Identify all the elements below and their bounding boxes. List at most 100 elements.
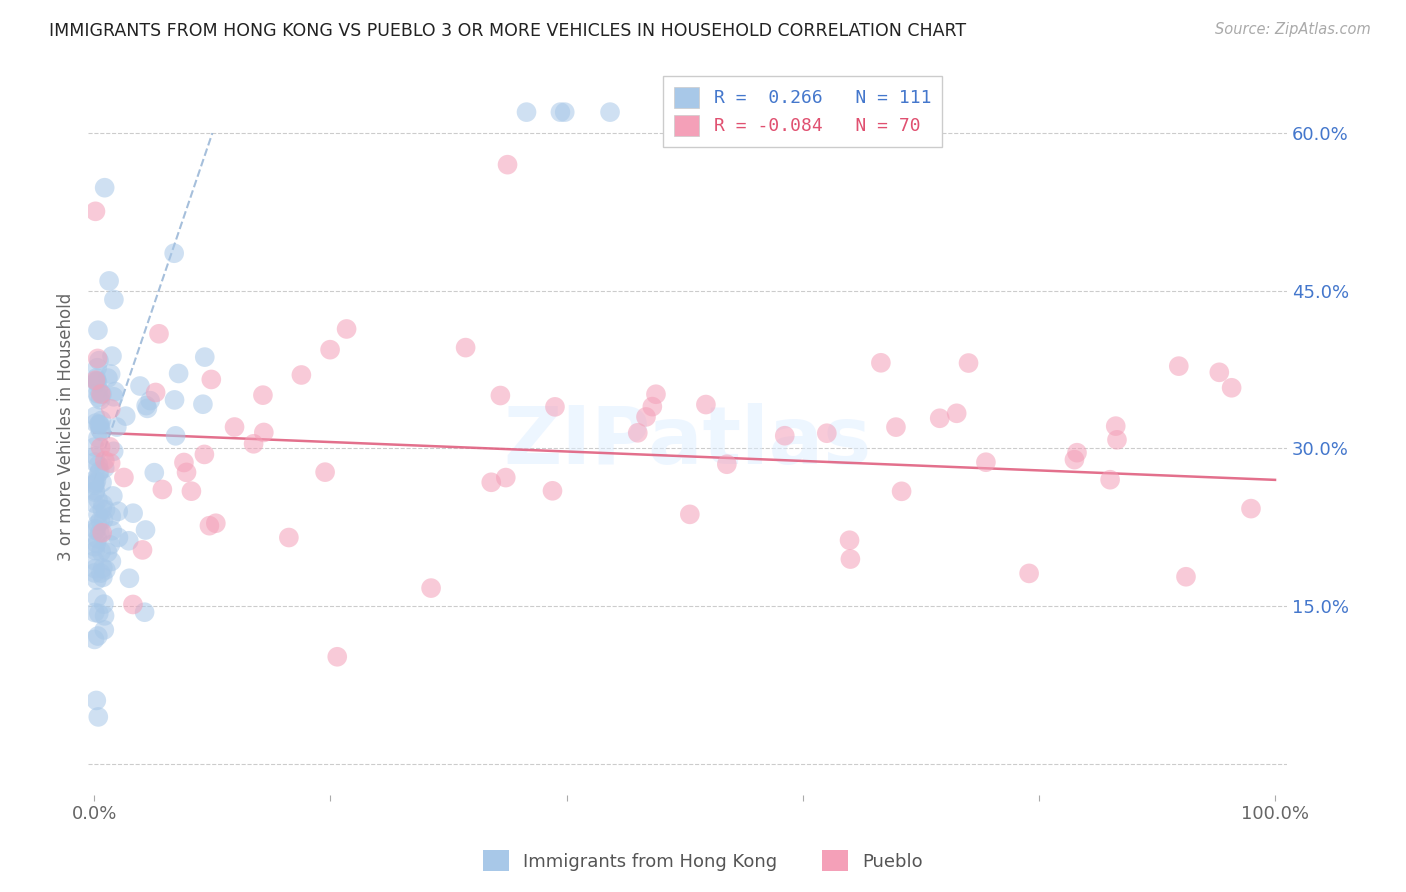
Point: [94, 563, 117, 577]
Point: [679, 508, 702, 522]
Point: [91, 497, 114, 511]
Point: [93, 597, 115, 611]
Point: [90, 441, 112, 455]
Point: [870, 356, 893, 370]
Point: [90, 544, 112, 558]
Point: [314, 465, 336, 479]
Point: [93, 461, 115, 475]
Point: [599, 105, 621, 120]
Point: [89, 417, 111, 432]
Point: [83, 632, 105, 647]
Point: [84, 449, 107, 463]
Point: [1175, 570, 1198, 584]
Point: [83, 473, 105, 487]
Point: [84, 485, 107, 500]
Point: [87, 629, 110, 643]
Point: [87, 431, 110, 445]
Point: [87, 383, 110, 397]
Point: [695, 398, 717, 412]
Point: [86, 376, 108, 390]
Point: [103, 390, 125, 404]
Point: [928, 411, 950, 425]
Point: [1220, 381, 1243, 395]
Point: [515, 105, 537, 120]
Point: [627, 425, 650, 440]
Point: [134, 523, 156, 537]
Point: [91, 570, 114, 584]
Point: [83, 606, 105, 620]
Point: [541, 483, 564, 498]
Point: [100, 401, 122, 416]
Text: ZIPatlas: ZIPatlas: [503, 403, 872, 481]
Point: [544, 400, 567, 414]
Point: [744, 105, 766, 120]
Point: [87, 458, 110, 472]
Text: Source: ZipAtlas.com: Source: ZipAtlas.com: [1215, 22, 1371, 37]
Point: [89, 423, 111, 437]
Point: [91, 387, 114, 401]
Point: [773, 428, 796, 442]
Point: [114, 409, 136, 423]
Point: [103, 293, 125, 307]
Point: [135, 399, 157, 413]
Point: [84, 562, 107, 576]
Point: [645, 387, 668, 401]
Point: [87, 607, 110, 621]
Point: [290, 368, 312, 382]
Point: [191, 397, 214, 411]
Point: [890, 484, 912, 499]
Point: [165, 429, 187, 443]
Point: [134, 605, 156, 619]
Point: [107, 531, 129, 545]
Point: [454, 341, 477, 355]
Point: [1240, 501, 1263, 516]
Point: [86, 386, 108, 401]
Point: [84, 204, 107, 219]
Point: [1063, 452, 1085, 467]
Point: [94, 502, 117, 516]
Point: [91, 502, 114, 516]
Point: [84, 373, 107, 387]
Point: [100, 367, 122, 381]
Point: [716, 457, 738, 471]
Point: [319, 343, 342, 357]
Point: [87, 323, 110, 337]
Point: [550, 105, 572, 120]
Point: [83, 440, 105, 454]
Point: [641, 400, 664, 414]
Point: [884, 420, 907, 434]
Point: [496, 158, 519, 172]
Text: IMMIGRANTS FROM HONG KONG VS PUEBLO 3 OR MORE VEHICLES IN HOUSEHOLD CORRELATION : IMMIGRANTS FROM HONG KONG VS PUEBLO 3 OR…: [49, 22, 966, 40]
Point: [86, 360, 108, 375]
Point: [173, 455, 195, 469]
Point: [554, 105, 576, 120]
Point: [100, 554, 122, 568]
Point: [957, 356, 980, 370]
Point: [98, 440, 121, 454]
Point: [1018, 566, 1040, 581]
Point: [974, 455, 997, 469]
Point: [87, 467, 110, 481]
Point: [104, 384, 127, 399]
Point: [143, 466, 166, 480]
Point: [87, 710, 110, 724]
Point: [83, 540, 105, 554]
Point: [150, 483, 173, 497]
Point: [87, 417, 110, 432]
Point: [90, 413, 112, 427]
Point: [176, 466, 198, 480]
Point: [86, 536, 108, 550]
Point: [194, 350, 217, 364]
Point: [93, 513, 115, 527]
Point: [83, 455, 105, 469]
Point: [1208, 365, 1230, 379]
Point: [84, 409, 107, 424]
Point: [479, 475, 502, 490]
Point: [489, 388, 512, 402]
Point: [326, 649, 349, 664]
Point: [89, 514, 111, 528]
Point: [84, 522, 107, 536]
Point: [98, 538, 121, 552]
Point: [83, 554, 105, 568]
Point: [91, 475, 114, 490]
